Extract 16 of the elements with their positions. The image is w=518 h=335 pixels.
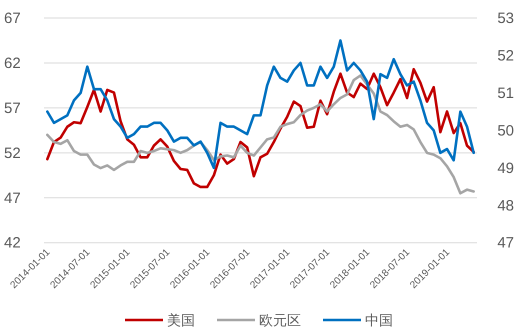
y2-tick-label: 47	[497, 234, 514, 252]
y-tick-label: 42	[4, 234, 21, 252]
y2-tick-label: 51	[497, 84, 514, 102]
legend-label: 中国	[365, 312, 393, 328]
y2-tick-label: 49	[497, 160, 514, 177]
legend-label: 欧元区	[259, 312, 301, 328]
y2-tick-label: 53	[497, 10, 514, 27]
y-tick-label: 47	[4, 190, 21, 207]
y2-tick-label: 48	[497, 197, 514, 214]
y2-tick-label: 50	[497, 122, 514, 140]
y-tick-label: 62	[4, 54, 21, 72]
y-tick-label: 67	[4, 10, 21, 27]
y2-tick-label: 52	[497, 47, 514, 64]
y-tick-label: 57	[4, 100, 21, 117]
legend-label: 美国	[167, 312, 195, 328]
y-tick-label: 52	[4, 144, 21, 162]
